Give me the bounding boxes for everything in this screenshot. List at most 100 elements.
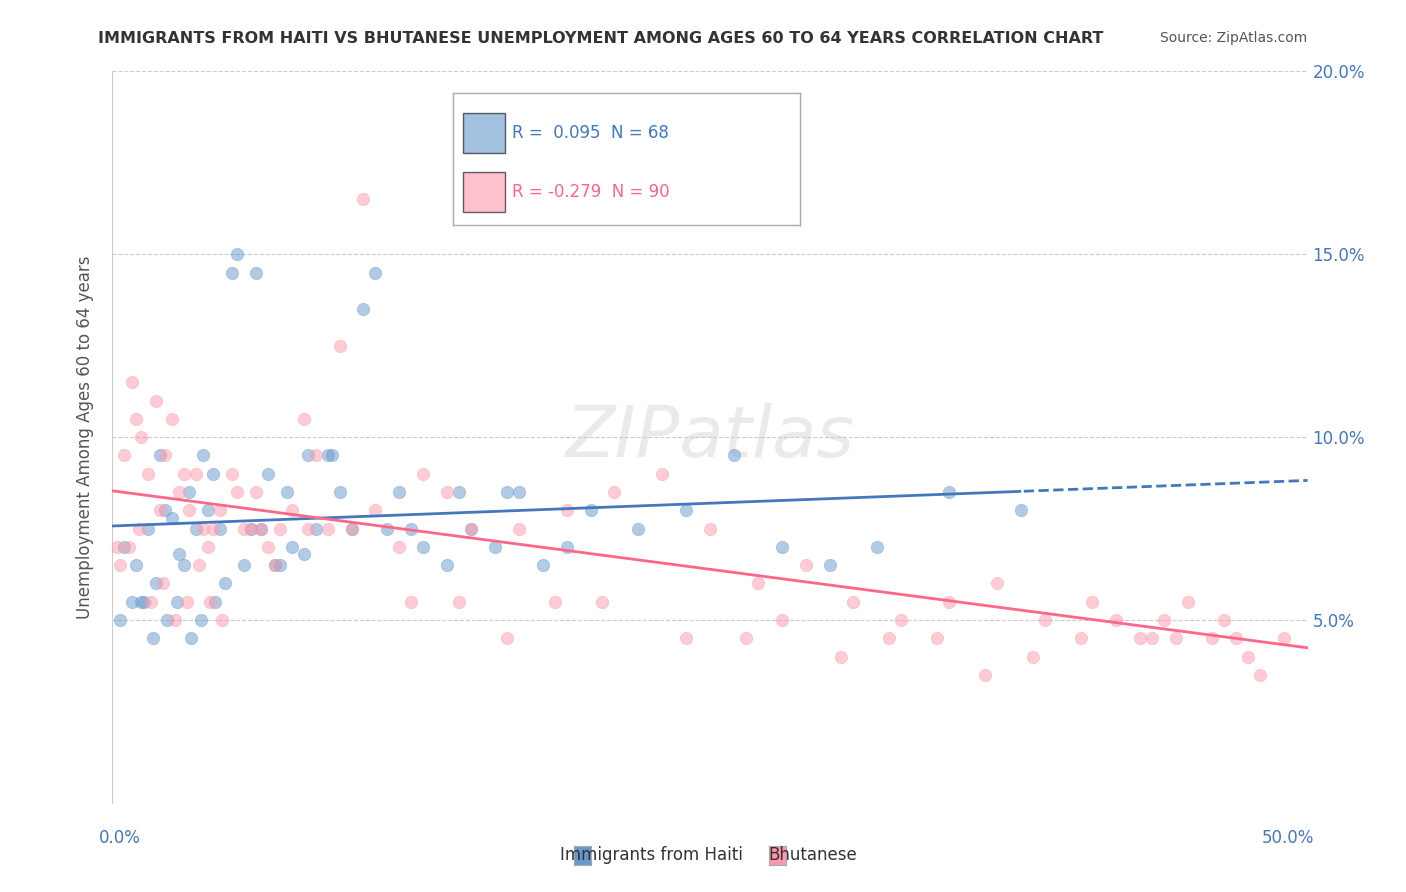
Point (292, 412, 315, 426)
Point (169, 547, 191, 561)
Point (204, 594, 226, 608)
Point (240, 521, 263, 535)
Point (118, 540, 141, 554)
Point (627, 521, 650, 535)
Point (770, 540, 793, 554)
Point (1081, 594, 1104, 608)
Point (1070, 632, 1092, 646)
Point (264, 558, 287, 573)
Point (149, 448, 172, 462)
Point (197, 503, 219, 517)
Point (651, 467, 673, 481)
Point (1129, 632, 1152, 646)
Point (153, 448, 176, 462)
Point (125, 558, 148, 573)
Point (329, 338, 352, 352)
Point (245, 485, 267, 500)
Point (1105, 613, 1128, 627)
Point (125, 412, 148, 426)
Point (166, 594, 188, 608)
Point (1033, 613, 1056, 627)
Point (401, 594, 423, 608)
Point (1177, 594, 1199, 608)
Point (986, 576, 1008, 591)
Text: IMMIGRANTS FROM HAITI VS BHUTANESE UNEMPLOYMENT AMONG AGES 60 TO 64 YEARS CORREL: IMMIGRANTS FROM HAITI VS BHUTANESE UNEMP… (98, 31, 1104, 46)
Point (316, 521, 339, 535)
Point (233, 558, 256, 573)
Point (496, 485, 519, 500)
Point (193, 521, 215, 535)
Point (377, 521, 399, 535)
Point (180, 632, 202, 646)
Point (449, 485, 471, 500)
Point (190, 613, 212, 627)
Point (603, 485, 626, 500)
Point (269, 558, 291, 573)
Point (145, 393, 167, 408)
Point (484, 540, 506, 554)
Point (699, 521, 721, 535)
Point (177, 485, 200, 500)
Point (401, 521, 423, 535)
Point (1142, 632, 1164, 646)
Point (460, 521, 482, 535)
Point (818, 558, 841, 573)
Point (1201, 632, 1223, 646)
Point (162, 510, 183, 524)
Point (412, 467, 434, 481)
Point (209, 503, 232, 517)
Point (747, 576, 769, 591)
Point (1166, 632, 1188, 646)
Point (1010, 503, 1032, 517)
Text: 50.0%: 50.0% (1263, 829, 1315, 847)
Point (233, 521, 256, 535)
Point (305, 448, 328, 462)
Point (938, 594, 960, 608)
Point (142, 632, 165, 646)
Point (831, 649, 853, 664)
Point (105, 540, 128, 554)
Point (177, 503, 200, 517)
Point (449, 594, 471, 608)
Point (364, 503, 387, 517)
Point (508, 521, 530, 535)
Point (225, 247, 247, 261)
Point (139, 594, 162, 608)
Point (1153, 613, 1175, 627)
Point (305, 521, 328, 535)
Point (436, 485, 458, 500)
Point (723, 448, 745, 462)
Point (281, 540, 304, 554)
Point (240, 521, 263, 535)
Point (209, 521, 232, 535)
Point (152, 576, 174, 591)
Point (555, 540, 578, 554)
Point (1237, 649, 1260, 664)
Point (1272, 632, 1295, 646)
Point (138, 467, 160, 481)
Text: 0.0%: 0.0% (98, 829, 141, 847)
Point (329, 485, 352, 500)
Point (388, 540, 411, 554)
Point (974, 667, 997, 681)
Point (297, 448, 319, 462)
Point (186, 467, 208, 481)
Point (163, 613, 186, 627)
Point (257, 467, 280, 481)
Point (211, 613, 233, 627)
Point (221, 467, 243, 481)
Point (388, 485, 411, 500)
Point (145, 576, 167, 591)
Point (193, 448, 215, 462)
Point (132, 594, 155, 608)
Point (225, 485, 247, 500)
Point (297, 521, 319, 535)
Point (353, 192, 375, 206)
Point (842, 594, 865, 608)
Point (496, 632, 519, 646)
Point (292, 547, 315, 561)
Point (675, 632, 697, 646)
Point (214, 576, 236, 591)
Text: Source: ZipAtlas.com: Source: ZipAtlas.com (1160, 31, 1308, 45)
Point (176, 594, 198, 608)
